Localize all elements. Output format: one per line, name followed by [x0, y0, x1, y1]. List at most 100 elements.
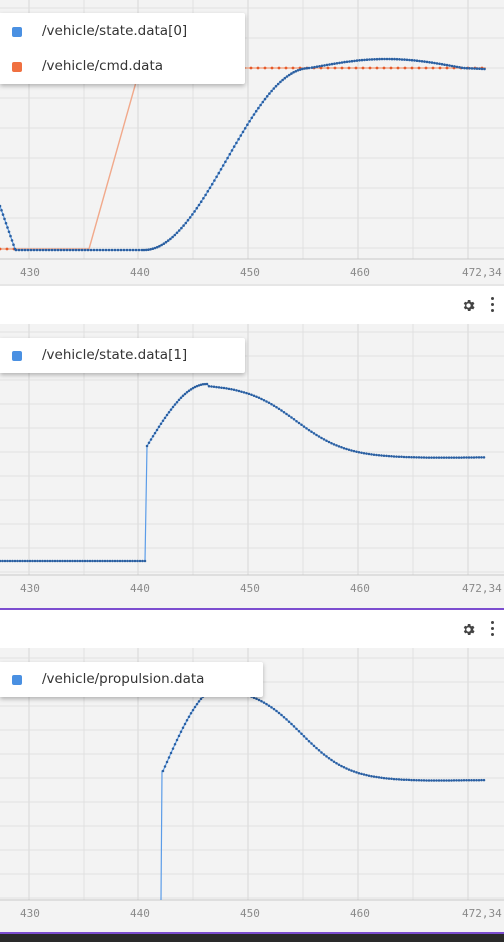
series-state0-point: [59, 248, 63, 252]
series-state0-point: [257, 106, 260, 110]
series-cmd-point: [5, 247, 9, 251]
series-state1-point: [450, 456, 453, 459]
series-state1-point: [352, 449, 356, 453]
series-state1-point: [212, 385, 216, 389]
series-state1-point: [282, 410, 286, 414]
series-state0-point: [226, 156, 229, 160]
legend-swatch-state0: [12, 27, 22, 37]
series-state0-point: [365, 58, 369, 61]
series-state1-point: [340, 446, 343, 449]
series-state1-point: [252, 394, 256, 398]
series-state1-point: [118, 559, 122, 563]
series-state0-point: [388, 57, 391, 61]
series-state0-line: [0, 58, 485, 251]
series-propulsion-point: [305, 737, 308, 740]
series-state0-point: [408, 58, 411, 62]
series-state0-point: [230, 149, 234, 152]
series-state1-point: [265, 400, 268, 403]
series-state0-point: [358, 59, 361, 62]
series-state0-point: [328, 63, 331, 66]
series-propulsion-point: [480, 778, 483, 782]
series-state0-point: [363, 58, 366, 62]
series-state1-point: [267, 401, 271, 405]
series-cmd-point: [0, 247, 2, 251]
series-state0-point: [285, 75, 289, 78]
series-state1-point: [123, 559, 127, 563]
series-propulsion-point: [295, 727, 298, 731]
series-state0-point: [340, 61, 344, 64]
series-state0-point: [208, 186, 212, 190]
series-state0-point: [195, 206, 199, 210]
series-state0-point: [272, 87, 276, 90]
series-state0-point: [375, 57, 379, 61]
series-propulsion-point: [267, 704, 271, 707]
series-propulsion-point: [275, 709, 278, 713]
legend-item-state1[interactable]: /vehicle/state.data[1]: [0, 346, 245, 366]
series-state0-point: [246, 123, 249, 126]
series-state0-point: [428, 61, 431, 64]
series-state1-point: [205, 382, 209, 386]
series-state1-point: [230, 388, 233, 391]
legend-item-state0[interactable]: /vehicle/state.data[0]: [0, 22, 245, 42]
series-state1-point: [410, 455, 413, 459]
series-state1-point: [400, 455, 403, 459]
series-state1-point: [96, 559, 99, 563]
series-propulsion-point: [365, 773, 368, 777]
series-state0-point: [166, 239, 170, 242]
x-tick-label: 440: [130, 582, 150, 595]
gear-icon[interactable]: [461, 298, 476, 313]
legend-item-propulsion[interactable]: /vehicle/propulsion.data: [0, 670, 263, 690]
series-state0-point: [480, 67, 484, 71]
gear-icon[interactable]: [461, 622, 476, 637]
series-state1-point: [235, 389, 238, 392]
legend-swatch-cmd: [12, 62, 22, 72]
series-state0-point: [210, 182, 214, 186]
series-state0-point: [125, 248, 129, 252]
series-propulsion-point: [335, 762, 338, 765]
series-state1-point: [320, 436, 323, 440]
series-state1-point: [46, 559, 49, 563]
series-state1-point: [101, 559, 104, 563]
more-vert-icon[interactable]: [489, 621, 495, 637]
series-state1-point: [181, 394, 185, 398]
series-state0-point: [202, 197, 205, 200]
series-propulsion-point: [345, 767, 348, 770]
more-vert-icon[interactable]: [489, 297, 495, 313]
series-state0-point: [50, 248, 54, 252]
series-state1-point: [237, 389, 241, 393]
series-propulsion-point: [197, 700, 201, 703]
bottom-divider: [0, 932, 504, 934]
series-state1-point: [26, 559, 29, 563]
series-state1-point: [480, 456, 483, 459]
series-state0-point: [20, 248, 24, 252]
legend-item-cmd[interactable]: /vehicle/cmd.data: [0, 57, 245, 77]
series-state1-point: [440, 456, 443, 459]
series-state0-point: [355, 59, 359, 62]
series-propulsion: [160, 684, 486, 901]
series-state0-point: [380, 57, 384, 61]
series-propulsion-point: [397, 778, 401, 781]
series-cmd-point: [263, 66, 267, 70]
series-propulsion-point: [332, 760, 336, 763]
series-state0-point: [191, 213, 194, 216]
series-state0-point: [206, 190, 210, 193]
series-state1-point: [175, 400, 179, 404]
series-state1-point: [392, 455, 396, 458]
series-propulsion-point: [350, 769, 353, 772]
series-propulsion-point: [410, 778, 413, 782]
series-state1-point: [317, 435, 321, 438]
series-propulsion-point: [169, 751, 173, 755]
series-state0-point: [440, 62, 444, 66]
series-state0-point: [149, 248, 152, 251]
series-state1-point: [245, 391, 248, 395]
series-state0-point: [104, 248, 108, 252]
series-state1-point: [297, 421, 301, 425]
series-propulsion-point: [199, 697, 203, 701]
series-state0-point: [186, 218, 190, 222]
series-state0-point: [335, 62, 339, 65]
series-state1-point: [472, 456, 476, 459]
series-cmd-point: [340, 66, 344, 70]
series-state0-point: [101, 248, 105, 252]
series-state0-point: [0, 204, 2, 208]
series-state1-point: [250, 393, 253, 397]
